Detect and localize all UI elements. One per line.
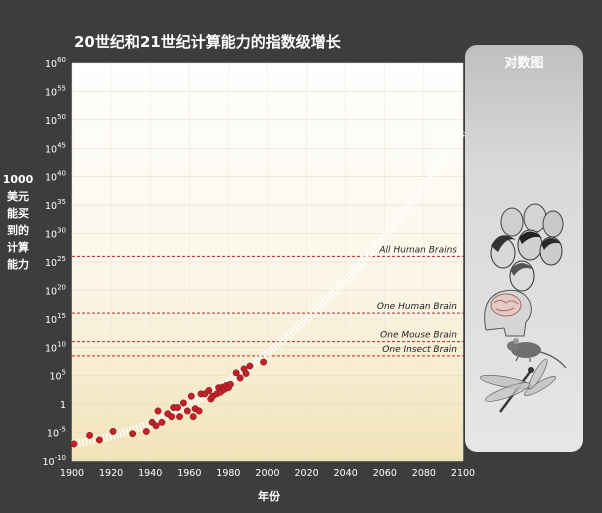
x-axis-ticks: 1900 1920 1940 1960 1980 2000 2020 2040 2060 2080… bbox=[60, 468, 475, 479]
x-tick-label: 1900 bbox=[60, 468, 84, 479]
y-axis-label-line: 计算 bbox=[7, 240, 29, 254]
x-tick-label: 2020 bbox=[295, 468, 319, 479]
y-axis-label-line: 美元 bbox=[7, 189, 29, 203]
x-tick-label: 2000 bbox=[255, 468, 279, 479]
y-tick-label: 1035 bbox=[45, 198, 66, 212]
data-point bbox=[152, 422, 160, 430]
y-tick-label: 1020 bbox=[45, 283, 66, 297]
reference-line-label: All Human Brains bbox=[378, 245, 457, 255]
x-tick-label: 2100 bbox=[451, 468, 475, 479]
data-point bbox=[95, 436, 103, 444]
x-tick-label: 2080 bbox=[412, 468, 436, 479]
data-point bbox=[260, 358, 268, 366]
data-point bbox=[86, 431, 94, 439]
y-tick-label: 1025 bbox=[45, 255, 66, 269]
data-point bbox=[232, 369, 240, 377]
data-point bbox=[189, 413, 197, 421]
y-tick-label: 10-10 bbox=[42, 454, 66, 468]
y-tick-label: 10-5 bbox=[47, 426, 66, 440]
data-point bbox=[129, 430, 137, 438]
data-points bbox=[70, 358, 268, 448]
human-heads-icon bbox=[490, 203, 564, 292]
data-point bbox=[158, 418, 166, 426]
data-point bbox=[70, 440, 78, 448]
y-tick-label: 105 bbox=[49, 369, 66, 383]
y-tick-label: 1010 bbox=[45, 340, 66, 354]
reference-line-label: One Insect Brain bbox=[382, 345, 457, 355]
data-point bbox=[176, 413, 183, 421]
dragonfly-icon bbox=[480, 358, 557, 413]
reference-lines: All Human Brains One Human Brain One Mouse… bbox=[72, 245, 490, 357]
trend-curve-path bbox=[71, 128, 467, 448]
y-axis-label-line: 1000 bbox=[3, 173, 34, 186]
data-point bbox=[154, 407, 162, 415]
data-point bbox=[142, 427, 150, 435]
y-axis-ticks: 1060 1055 1050 1045 1040 1035 1030 1025 1020 1015… bbox=[42, 56, 66, 468]
data-point bbox=[179, 399, 187, 407]
x-tick-label: 2040 bbox=[334, 468, 358, 479]
y-axis-label-line: 能力 bbox=[7, 257, 29, 271]
y-axis-label-line: 到的 bbox=[7, 223, 29, 237]
x-axis-label: 年份 bbox=[258, 489, 281, 503]
x-tick-label: 1940 bbox=[138, 468, 162, 479]
x-tick-label: 1920 bbox=[99, 468, 123, 479]
y-tick-label: 1055 bbox=[45, 84, 66, 98]
data-point bbox=[236, 374, 244, 382]
data-point bbox=[226, 380, 234, 388]
y-tick-label: 1015 bbox=[45, 312, 66, 326]
data-point bbox=[168, 413, 176, 421]
trend-curve bbox=[71, 128, 467, 448]
x-tick-label: 2060 bbox=[373, 468, 397, 479]
x-tick-label: 1980 bbox=[216, 468, 240, 479]
y-tick-label: 1045 bbox=[45, 141, 66, 155]
reference-line-label: One Mouse Brain bbox=[380, 331, 457, 341]
data-point bbox=[205, 387, 213, 394]
y-axis-label-line: 能买 bbox=[7, 206, 29, 220]
y-tick-label: 1030 bbox=[45, 227, 66, 241]
data-point bbox=[242, 369, 250, 377]
reference-line-label: One Human Brain bbox=[377, 302, 457, 312]
data-point bbox=[183, 407, 191, 415]
side-panel-title: 对数图 bbox=[504, 55, 543, 71]
data-point bbox=[195, 407, 203, 415]
mouse-icon bbox=[507, 338, 567, 369]
y-tick-label: 1060 bbox=[45, 56, 66, 70]
grid bbox=[71, 62, 464, 462]
data-point bbox=[187, 392, 195, 400]
human-brain-icon bbox=[484, 289, 532, 337]
y-tick-label: 1040 bbox=[45, 170, 66, 184]
x-tick-label: 1960 bbox=[177, 468, 201, 479]
data-point bbox=[246, 362, 254, 370]
data-point bbox=[174, 404, 182, 412]
y-tick-label: 1 bbox=[60, 400, 66, 411]
data-point bbox=[109, 427, 117, 435]
chart-title: 20世纪和21世纪计算能力的指数级增长 bbox=[74, 33, 342, 51]
y-tick-label: 1050 bbox=[45, 113, 66, 127]
